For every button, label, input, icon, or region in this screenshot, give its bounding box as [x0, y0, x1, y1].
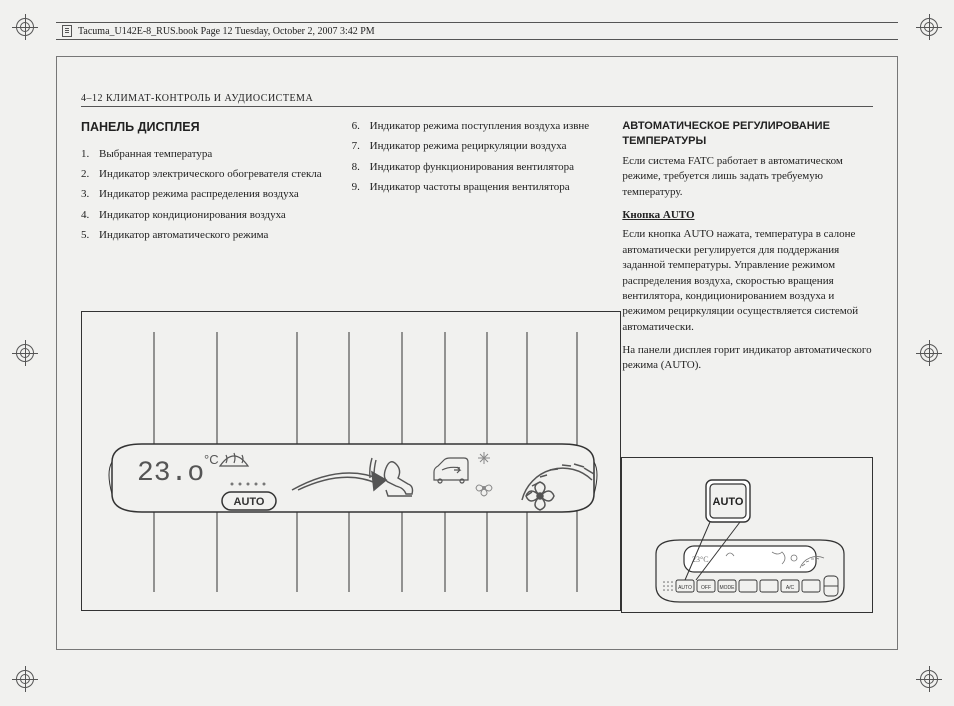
header-rule — [81, 106, 873, 107]
display-legend-list-b: Индикатор режима поступления воздуха изв… — [352, 119, 603, 196]
page-frame: 4–12 КЛИМАТ-КОНТРОЛЬ И АУДИОСИСТЕМА ПАНЕ… — [56, 56, 898, 650]
list-item: Выбранная температура — [81, 147, 332, 162]
svg-text:OFF: OFF — [701, 585, 711, 591]
crop-mark-icon — [12, 340, 38, 366]
temperature-unit: °C — [204, 452, 219, 467]
list-item: Индикатор режима рециркуляции воздуха — [352, 139, 603, 154]
list-item: Индикатор режима распределения воздуха — [81, 187, 332, 202]
list-item: Индикатор функционирования вентилятора — [352, 160, 603, 175]
list-item: Индикатор режима поступления воздуха изв… — [352, 119, 603, 134]
running-header: 4–12 КЛИМАТ-КОНТРОЛЬ И АУДИОСИСТЕМА — [81, 93, 873, 104]
paragraph: Если система FATC работает в автоматичес… — [622, 154, 873, 200]
page-info-text: Tacuma_U142E-8_RUS.book Page 12 Tuesday,… — [78, 26, 375, 37]
svg-text:AUTO: AUTO — [713, 496, 744, 508]
section-title: ПАНЕЛЬ ДИСПЛЕЯ — [81, 119, 332, 137]
svg-text:AUTO: AUTO — [678, 585, 692, 591]
svg-text:MODE: MODE — [720, 585, 736, 591]
auto-button-figure: 23°C AUTO — [621, 457, 873, 613]
temperature-value: 23.o — [137, 458, 204, 489]
display-legend-list-a: Выбранная температура Индикатор электрич… — [81, 147, 332, 244]
svg-text:AUTO: AUTO — [234, 496, 265, 508]
display-panel-figure: 23.o °C AUTO — [81, 311, 621, 611]
crop-mark-icon — [916, 14, 942, 40]
column-right: АВТОМАТИЧЕСКОЕ РЕГУЛИРОВАНИЕ ТЕМПЕРАТУРЫ… — [622, 119, 873, 382]
page-info-strip: Tacuma_U142E-8_RUS.book Page 12 Tuesday,… — [56, 22, 898, 40]
auto-button-heading: Кнопка AUTO — [622, 208, 873, 223]
list-item: Индикатор кондиционирования воздуха — [81, 208, 332, 223]
paragraph: На панели дисплея горит индикатор автома… — [622, 343, 873, 374]
crop-mark-icon — [916, 340, 942, 366]
svg-text:A/C: A/C — [786, 585, 795, 591]
list-item: Индикатор автоматического режима — [81, 228, 332, 243]
subsection-title: АВТОМАТИЧЕСКОЕ РЕГУЛИРОВАНИЕ ТЕМПЕРАТУРЫ — [622, 119, 873, 150]
list-item: Индикатор частоты вращения вентилятора — [352, 180, 603, 195]
auto-button-callout: AUTO — [706, 480, 750, 522]
paragraph: Если кнопка AUTO нажата, температура в с… — [622, 227, 873, 335]
svg-text:23°C: 23°C — [692, 555, 709, 564]
book-icon — [62, 25, 72, 37]
list-item: Индикатор электрического обогревателя ст… — [81, 167, 332, 182]
crop-mark-icon — [916, 666, 942, 692]
auto-indicator: AUTO — [222, 492, 276, 510]
crop-mark-icon — [12, 666, 38, 692]
crop-mark-icon — [12, 14, 38, 40]
